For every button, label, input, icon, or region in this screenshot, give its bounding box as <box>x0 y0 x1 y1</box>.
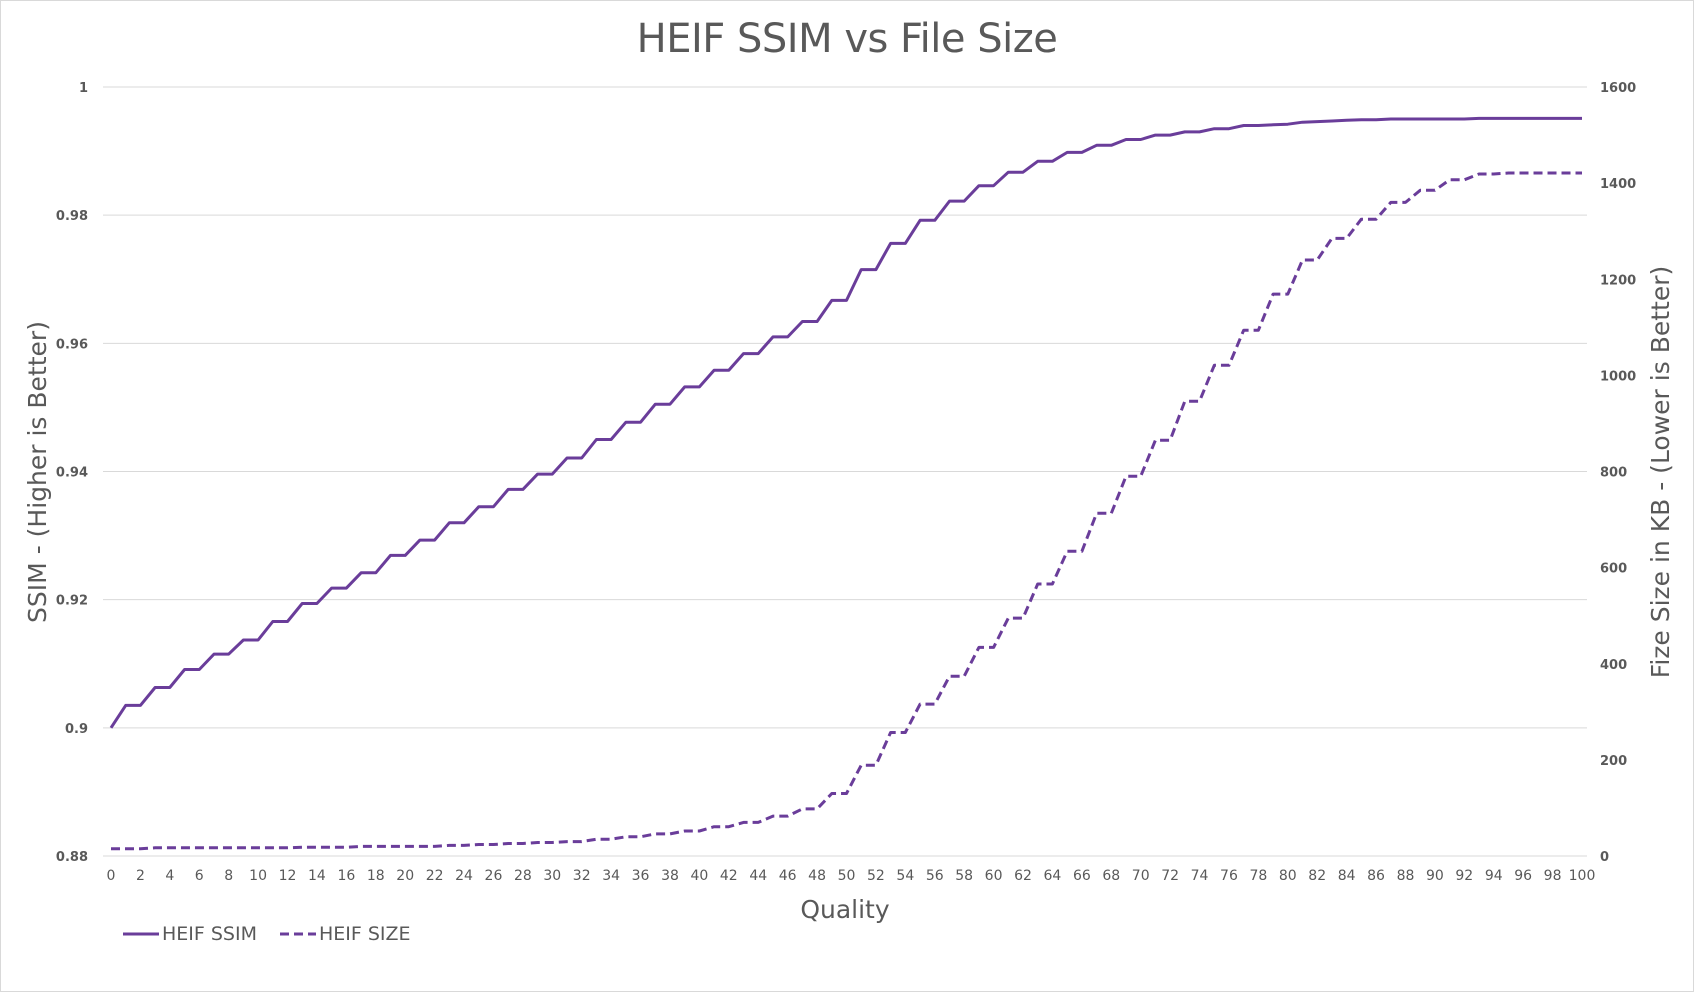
y2-tick-label: 0 <box>1600 850 1609 865</box>
x-tick-label: 44 <box>749 868 767 884</box>
chart-title: HEIF SSIM vs File Size <box>636 16 1058 62</box>
x-tick-label: 10 <box>249 868 267 884</box>
y-tick-label: 0.94 <box>56 466 88 481</box>
y-tick-label: 0.9 <box>65 722 88 737</box>
y-tick-label: 0.88 <box>56 850 88 865</box>
x-tick-label: 4 <box>165 868 174 884</box>
x-tick-label: 68 <box>1102 868 1120 884</box>
x-tick-label: 50 <box>838 868 856 884</box>
x-tick-label: 22 <box>426 868 444 884</box>
y2-tick-label: 1000 <box>1600 369 1636 384</box>
y2-tick-label: 200 <box>1600 754 1627 769</box>
x-tick-label: 80 <box>1279 868 1297 884</box>
x-tick-label: 56 <box>926 868 944 884</box>
x-tick-label: 76 <box>1220 868 1238 884</box>
x-tick-label: 28 <box>514 868 532 884</box>
x-axis-ticks: 0 2 4 6 8 10 12 14 16 18 20 22 24 26 28 30 32 34 36 38 40 42 4… <box>107 868 1596 884</box>
x-tick-label: 52 <box>867 868 885 884</box>
y2-tick-label: 400 <box>1600 658 1627 673</box>
dashed-line-swatch-icon <box>279 932 316 936</box>
y2-tick-label: 1400 <box>1600 177 1636 192</box>
x-tick-label: 40 <box>690 868 708 884</box>
x-tick-label: 30 <box>543 868 561 884</box>
y-tick-label: 0.92 <box>56 594 88 609</box>
x-tick-label: 38 <box>661 868 679 884</box>
x-tick-label: 54 <box>896 868 914 884</box>
y2-tick-label: 800 <box>1600 466 1627 481</box>
x-tick-label: 66 <box>1073 868 1091 884</box>
legend: HEIF SSIM HEIF SIZE <box>122 920 411 948</box>
x-tick-label: 42 <box>720 868 738 884</box>
x-tick-label: 26 <box>485 868 503 884</box>
x-tick-label: 94 <box>1485 868 1503 884</box>
gridlines <box>103 86 1587 857</box>
legend-label: HEIF SSIM <box>162 923 257 945</box>
x-tick-label: 34 <box>602 868 620 884</box>
solid-line-swatch-icon <box>123 932 159 936</box>
x-tick-label: 62 <box>1014 868 1032 884</box>
x-tick-label: 70 <box>1132 868 1150 884</box>
x-axis-title: Quality <box>800 895 890 924</box>
y2-tick-label: 1200 <box>1600 273 1636 288</box>
x-tick-label: 78 <box>1249 868 1267 884</box>
x-tick-label: 84 <box>1338 868 1356 884</box>
x-tick-label: 92 <box>1455 868 1473 884</box>
x-tick-label: 12 <box>279 868 297 884</box>
x-tick-label: 32 <box>573 868 591 884</box>
x-tick-label: 48 <box>808 868 826 884</box>
y-tick-label: 0.98 <box>56 209 88 224</box>
series-line-heif-ssim[interactable] <box>109 116 1582 729</box>
x-tick-label: 2 <box>136 868 145 884</box>
legend-item-heif-ssim[interactable]: HEIF SSIM <box>122 923 257 945</box>
x-tick-label: 8 <box>224 868 233 884</box>
x-tick-label: 58 <box>955 868 973 884</box>
x-tick-label: 20 <box>396 868 414 884</box>
y-tick-label: 1 <box>79 81 88 96</box>
x-tick-label: 96 <box>1514 868 1532 884</box>
x-tick-label: 14 <box>308 868 326 884</box>
x-tick-label: 0 <box>107 868 116 884</box>
y-axis-left-ticks: 0.88 0.9 0.92 0.94 0.96 0.98 1 <box>56 81 88 865</box>
legend-label: HEIF SIZE <box>318 923 411 945</box>
x-tick-label: 16 <box>337 868 355 884</box>
y-axis-right-title: Fize Size in KB - (Lower is Better) <box>1646 266 1675 678</box>
series-layer <box>109 116 1582 851</box>
x-tick-label: 90 <box>1426 868 1444 884</box>
y2-tick-label: 600 <box>1600 562 1627 577</box>
y-tick-label: 0.96 <box>56 337 88 352</box>
x-tick-label: 88 <box>1397 868 1415 884</box>
x-tick-label: 74 <box>1191 868 1209 884</box>
x-tick-label: 6 <box>195 868 204 884</box>
x-tick-label: 72 <box>1161 868 1179 884</box>
x-tick-label: 82 <box>1308 868 1326 884</box>
y2-tick-label: 1600 <box>1600 81 1636 96</box>
x-tick-label: 36 <box>632 868 650 884</box>
x-tick-label: 98 <box>1544 868 1562 884</box>
y-axis-left-title: SSIM - (Higher is Better) <box>23 321 52 623</box>
x-tick-label: 18 <box>367 868 385 884</box>
x-tick-label: 64 <box>1044 868 1062 884</box>
x-tick-label: 46 <box>779 868 797 884</box>
legend-item-heif-size[interactable]: HEIF SIZE <box>279 923 411 945</box>
y-axis-right-ticks: 0 200 400 600 800 1000 1200 1400 1600 <box>1600 81 1636 865</box>
series-line-heif-size[interactable] <box>111 171 1582 851</box>
x-tick-label: 60 <box>985 868 1003 884</box>
x-tick-label: 100 <box>1569 868 1596 884</box>
x-tick-label: 86 <box>1367 868 1385 884</box>
x-tick-label: 24 <box>455 868 473 884</box>
